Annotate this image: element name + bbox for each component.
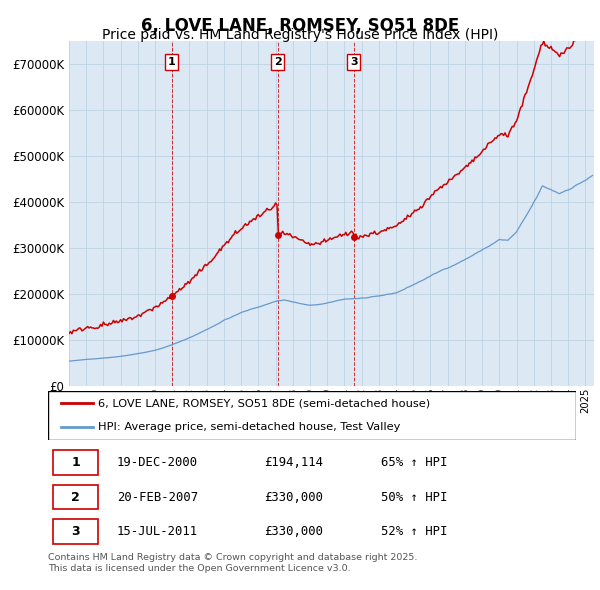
FancyBboxPatch shape <box>53 485 98 510</box>
Text: 2: 2 <box>71 490 80 504</box>
Text: 19-DEC-2000: 19-DEC-2000 <box>116 456 198 469</box>
Text: 3: 3 <box>350 57 358 67</box>
Text: £194,114: £194,114 <box>265 456 323 469</box>
Text: £330,000: £330,000 <box>265 525 323 538</box>
Text: 65% ↑ HPI: 65% ↑ HPI <box>380 456 447 469</box>
Text: Contains HM Land Registry data © Crown copyright and database right 2025.
This d: Contains HM Land Registry data © Crown c… <box>48 553 418 573</box>
Text: 20-FEB-2007: 20-FEB-2007 <box>116 490 198 504</box>
FancyBboxPatch shape <box>53 450 98 475</box>
Text: 1: 1 <box>71 456 80 469</box>
Text: 6, LOVE LANE, ROMSEY, SO51 8DE (semi-detached house): 6, LOVE LANE, ROMSEY, SO51 8DE (semi-det… <box>98 398 430 408</box>
FancyBboxPatch shape <box>53 519 98 544</box>
Text: 1: 1 <box>167 57 175 67</box>
Text: HPI: Average price, semi-detached house, Test Valley: HPI: Average price, semi-detached house,… <box>98 422 401 432</box>
Text: 15-JUL-2011: 15-JUL-2011 <box>116 525 198 538</box>
Text: £330,000: £330,000 <box>265 490 323 504</box>
Text: 6, LOVE LANE, ROMSEY, SO51 8DE: 6, LOVE LANE, ROMSEY, SO51 8DE <box>141 17 459 35</box>
Text: 2: 2 <box>274 57 281 67</box>
Text: Price paid vs. HM Land Registry's House Price Index (HPI): Price paid vs. HM Land Registry's House … <box>102 28 498 42</box>
Text: 52% ↑ HPI: 52% ↑ HPI <box>380 525 447 538</box>
Text: 50% ↑ HPI: 50% ↑ HPI <box>380 490 447 504</box>
Text: 3: 3 <box>71 525 80 538</box>
